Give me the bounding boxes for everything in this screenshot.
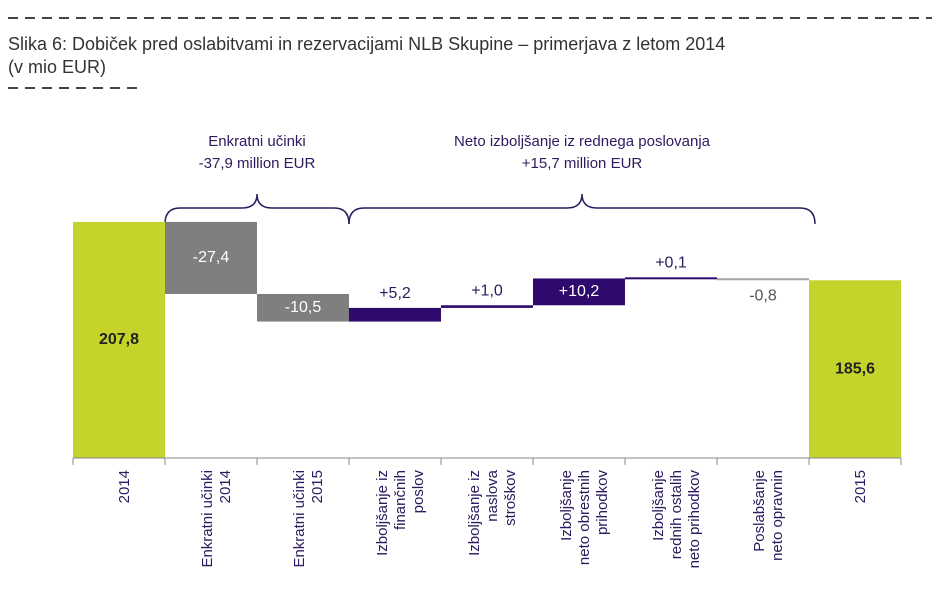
x-tick-label: 2015	[852, 470, 869, 503]
x-tick-label: neto prihodkov	[686, 470, 703, 569]
bar	[625, 277, 717, 280]
bar	[533, 278, 625, 306]
x-tick-label: Izboljšanje iz	[374, 470, 391, 556]
data-label: +0,1	[655, 255, 687, 272]
annotation: Enkratni učinki	[208, 133, 306, 150]
data-label: 207,8	[99, 331, 139, 348]
x-tick-label: naslova	[484, 469, 501, 521]
bar	[165, 221, 257, 294]
data-label: -0,8	[749, 288, 777, 305]
data-label: -10,5	[285, 299, 322, 316]
bar	[809, 280, 901, 458]
x-tick-label: Izboljšanje	[558, 470, 575, 541]
x-tick-label: 2014	[217, 470, 234, 503]
x-tick-label: stroškov	[502, 470, 519, 526]
bar	[257, 293, 349, 322]
x-tick-label: 2014	[116, 470, 133, 503]
x-tick-label: finančnih	[392, 470, 409, 530]
bar	[717, 278, 809, 281]
x-tick-label: prihodkov	[594, 470, 611, 536]
annotation: +15,7 million EUR	[522, 155, 643, 172]
chart-title: Slika 6: Dobiček pred oslabitvami in rez…	[8, 34, 725, 54]
x-tick-label: Izboljšanje iz	[466, 470, 483, 556]
chart-subtitle: (v mio EUR)	[8, 57, 106, 77]
x-tick-label: rednih ostalih	[668, 470, 685, 559]
annotation: -37,9 million EUR	[199, 155, 316, 172]
x-tick-label: 2015	[309, 470, 326, 503]
brace	[348, 193, 816, 225]
brace	[164, 193, 350, 225]
x-tick-label: Poslabšanje	[751, 470, 768, 552]
x-tick-label: Izboljšanje	[650, 470, 667, 541]
bar	[441, 305, 533, 308]
data-label: 185,6	[835, 360, 875, 377]
data-label: +10,2	[559, 283, 600, 300]
data-label: -27,4	[193, 249, 230, 266]
x-tick-label: neto obrestnih	[576, 470, 593, 565]
annotation: Neto izboljšanje iz rednega poslovanja	[454, 133, 711, 150]
data-label: +1,0	[471, 282, 503, 299]
x-tick-label: Enkratni učinki	[291, 470, 308, 568]
x-tick-label: poslov	[410, 470, 427, 514]
data-label: +5,2	[379, 285, 411, 302]
x-tick-label: Enkratni učinki	[199, 470, 216, 568]
bar	[349, 307, 441, 322]
x-tick-label: neto opravnin	[769, 470, 786, 561]
bar	[73, 221, 165, 458]
